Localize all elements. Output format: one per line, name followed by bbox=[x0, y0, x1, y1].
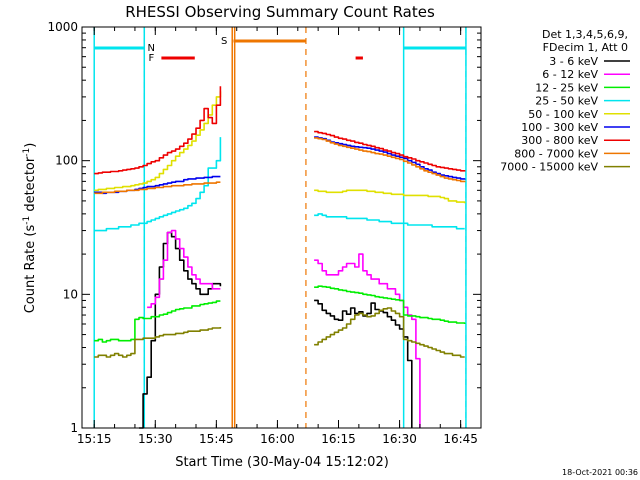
series-line-1-0 bbox=[147, 229, 221, 309]
legend-entry-label: 3 - 6 keV bbox=[549, 55, 598, 68]
legend-entry-label: 50 - 100 keV bbox=[528, 108, 598, 121]
series-line-7-0 bbox=[94, 181, 221, 195]
legend-entry-label: 6 - 12 keV bbox=[542, 68, 598, 81]
series-line-1-1 bbox=[314, 253, 421, 428]
series-line-6-1 bbox=[314, 130, 466, 172]
legend-entry-label: 7000 - 15000 keV bbox=[500, 161, 598, 174]
x-axis-label: Start Time (30-May-04 15:12:02) bbox=[175, 455, 389, 470]
y-axis-label: Count Rate (s-1 detector-1) bbox=[22, 143, 38, 314]
saa-flag-label: S bbox=[221, 36, 227, 47]
x-tick-label: 16:15 bbox=[321, 432, 356, 446]
x-tick-label: 16:30 bbox=[382, 432, 417, 446]
legend-header: Det 1,3,4,5,6,9, bbox=[542, 28, 628, 41]
legend-entry-label: 300 - 800 keV bbox=[521, 134, 598, 147]
x-tick-label: 16:45 bbox=[443, 432, 478, 446]
x-tick-label: 16:00 bbox=[260, 432, 295, 446]
series-lines bbox=[94, 86, 466, 429]
series-line-8-1 bbox=[314, 307, 465, 358]
series-line-4-1 bbox=[314, 189, 466, 204]
legend-entry-label: 12 - 25 keV bbox=[535, 81, 598, 94]
legend-entry-label: 800 - 7000 keV bbox=[514, 147, 598, 160]
legend-header: FDecim 1, Att 0 bbox=[543, 41, 628, 54]
series-line-0-1 bbox=[314, 299, 413, 428]
flare-flag-label: F bbox=[149, 53, 155, 64]
series-line-3-1 bbox=[314, 213, 465, 230]
x-tick-label: 15:15 bbox=[77, 432, 112, 446]
flag-markers: NF S bbox=[93, 27, 467, 428]
legend: Det 1,3,4,5,6,9,FDecim 1, Att 03 - 6 keV… bbox=[500, 28, 630, 174]
series-line-2-0 bbox=[94, 300, 221, 343]
series-line-8-0 bbox=[94, 327, 222, 358]
y-tick-label: 10 bbox=[63, 287, 78, 301]
legend-entry-label: 25 - 50 keV bbox=[535, 95, 598, 108]
legend-entry-label: 100 - 300 keV bbox=[521, 121, 598, 134]
y-tick-label: 100 bbox=[55, 154, 78, 168]
plot-frame bbox=[81, 26, 482, 429]
y-tick-label: 1 bbox=[70, 421, 78, 435]
chart-title: RHESSI Observing Summary Count Rates bbox=[125, 3, 435, 21]
series-line-7-1 bbox=[314, 137, 466, 183]
x-tick-label: 15:45 bbox=[199, 432, 234, 446]
axis-ticks: 15:15 15:30 15:45 16:00 16:15 16:30 16:45 1 10 10… bbox=[47, 20, 482, 446]
night-flag-label: N bbox=[148, 43, 155, 54]
render-timestamp: 18-Oct-2021 00:36 bbox=[562, 468, 638, 477]
series-line-4-0 bbox=[94, 91, 222, 192]
series-line-6-0 bbox=[94, 86, 222, 175]
series-line-3-0 bbox=[94, 137, 222, 232]
y-tick-label: 1000 bbox=[47, 20, 78, 34]
series-line-2-1 bbox=[314, 285, 466, 324]
x-tick-label: 15:30 bbox=[138, 432, 173, 446]
